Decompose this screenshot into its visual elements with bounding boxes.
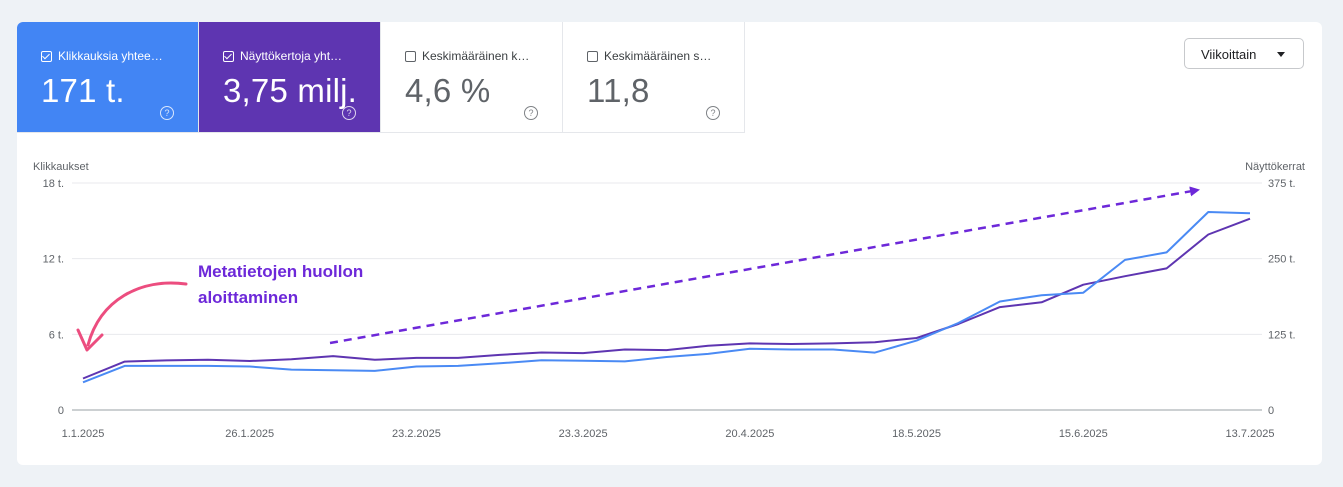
annotation: Metatietojen huollon aloittaminen [76, 186, 1200, 352]
help-icon[interactable]: ? [342, 106, 356, 120]
x-tick-label: 23.3.2025 [559, 428, 608, 440]
left-tick-label: 6 t. [49, 329, 64, 341]
x-tick-label: 18.5.2025 [892, 428, 941, 440]
left-axis-title: Klikkaukset [33, 161, 89, 173]
right-tick-label: 0 [1268, 405, 1274, 417]
tile-ctr-label: Keskimääräinen k… [405, 49, 550, 63]
right-tick-label: 375 t. [1268, 178, 1296, 190]
series-line-clicks [82, 211, 1251, 384]
performance-card: Klikkauksia yhtee… 171 t. ? Näyttökertoj… [17, 22, 1322, 465]
x-tick-label: 26.1.2025 [225, 428, 274, 440]
tile-position-label-text: Keskimääräinen s… [604, 49, 712, 63]
tile-impressions-label-text: Näyttökertoja yht… [240, 49, 343, 63]
tile-clicks[interactable]: Klikkauksia yhtee… 171 t. ? [17, 22, 199, 133]
help-icon[interactable]: ? [706, 106, 720, 120]
help-icon[interactable]: ? [524, 106, 538, 120]
tile-ctr[interactable]: Keskimääräinen k… 4,6 % ? [381, 22, 563, 133]
period-dropdown[interactable]: Viikoittain [1184, 38, 1304, 69]
chart-lines [82, 211, 1251, 384]
trend-arrow-icon [329, 186, 1200, 345]
period-dropdown-label: Viikoittain [1201, 47, 1257, 62]
annotation-line-2: aloittaminen [198, 288, 298, 307]
tile-impressions-value: 3,75 milj. [223, 72, 358, 109]
tile-clicks-label: Klikkauksia yhtee… [41, 49, 186, 63]
x-axis: 1.1.2025 26.1.2025 23.2.2025 23.3.2025 20.4.… [62, 428, 1275, 440]
x-tick-label: 20.4.2025 [725, 428, 774, 440]
right-tick-label: 125 t. [1268, 329, 1296, 341]
left-axis: 0 6 t. 12 t. 18 t. Klikkaukset [33, 161, 89, 417]
checkbox-icon[interactable] [587, 51, 598, 62]
checkbox-icon[interactable] [405, 51, 416, 62]
checkbox-icon[interactable] [41, 51, 52, 62]
left-tick-label: 12 t. [43, 254, 64, 266]
tile-clicks-label-text: Klikkauksia yhtee… [58, 49, 163, 63]
tile-position-value: 11,8 [587, 72, 650, 109]
right-axis-title: Näyttökerrat [1245, 161, 1305, 173]
right-tick-label: 250 t. [1268, 254, 1296, 266]
checkbox-icon[interactable] [223, 51, 234, 62]
tile-impressions-label: Näyttökertoja yht… [223, 49, 368, 63]
series-line-impressions [82, 217, 1251, 380]
left-tick-label: 18 t. [43, 178, 64, 190]
curved-arrow-icon [86, 281, 188, 347]
x-tick-label: 1.1.2025 [62, 428, 105, 440]
left-tick-label: 0 [58, 405, 64, 417]
x-tick-label: 13.7.2025 [1226, 428, 1275, 440]
tile-ctr-value: 4,6 % [405, 72, 491, 109]
tile-ctr-label-text: Keskimääräinen k… [422, 49, 530, 63]
tile-impressions[interactable]: Näyttökertoja yht… 3,75 milj. ? [199, 22, 381, 133]
tile-position[interactable]: Keskimääräinen s… 11,8 ? [563, 22, 745, 133]
caret-down-icon [1277, 52, 1285, 57]
tile-clicks-value: 171 t. [41, 72, 125, 109]
x-tick-label: 15.6.2025 [1059, 428, 1108, 440]
help-icon[interactable]: ? [160, 106, 174, 120]
x-tick-label: 23.2.2025 [392, 428, 441, 440]
chart-grid [72, 182, 1262, 411]
annotation-line-1: Metatietojen huollon [198, 262, 363, 281]
curved-arrow-head-icon [76, 328, 104, 352]
tile-position-label: Keskimääräinen s… [587, 49, 732, 63]
right-axis: 0 125 t. 250 t. 375 t. Näyttökerrat [1245, 161, 1305, 417]
